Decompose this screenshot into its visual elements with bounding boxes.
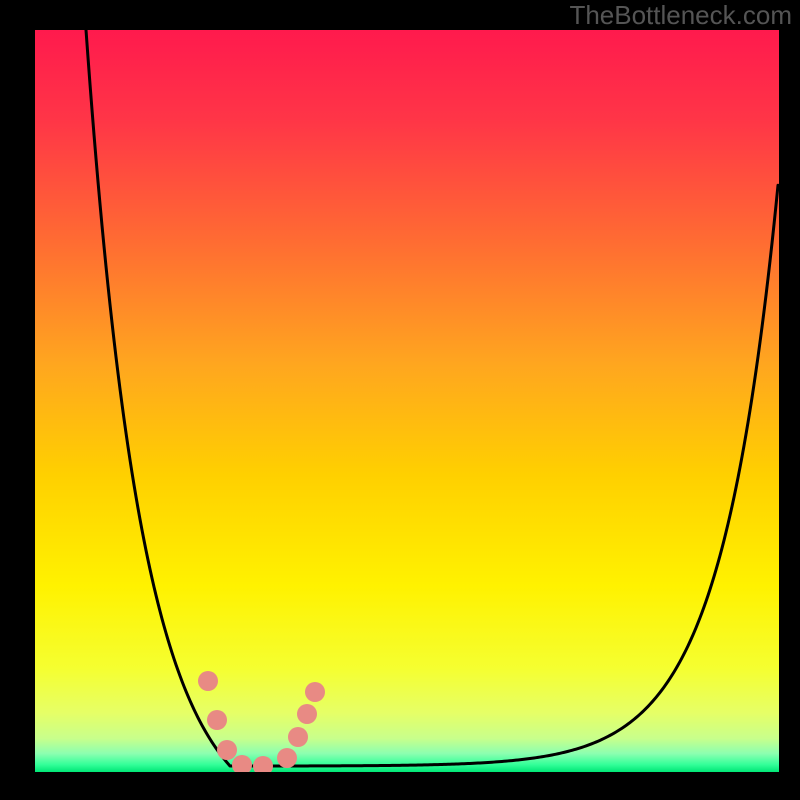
marker-point: [217, 740, 237, 760]
watermark: TheBottleneck.com: [569, 0, 792, 31]
curves-layer: [35, 30, 779, 772]
marker-point: [207, 710, 227, 730]
marker-group: [198, 671, 325, 772]
marker-point: [253, 756, 273, 772]
marker-point: [305, 682, 325, 702]
bottleneck-curve: [86, 30, 778, 766]
marker-point: [288, 727, 308, 747]
marker-point: [232, 755, 252, 772]
marker-point: [297, 704, 317, 724]
marker-point: [198, 671, 218, 691]
marker-point: [277, 748, 297, 768]
chart-container: TheBottleneck.com: [0, 0, 800, 800]
plot-area: [35, 30, 779, 772]
